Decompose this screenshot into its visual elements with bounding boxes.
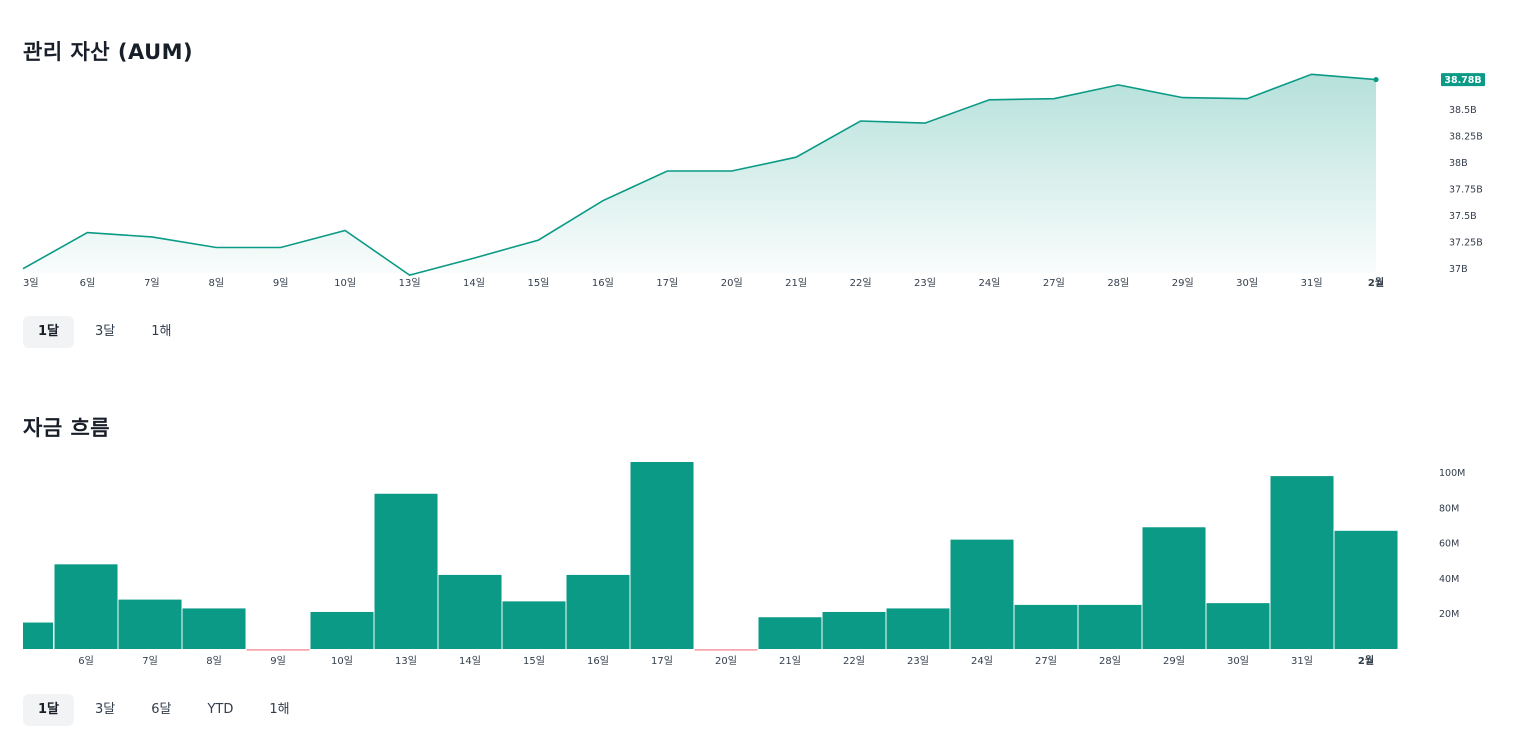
aum-last-value-badge [1441,73,1485,87]
flow-bar [1142,527,1206,649]
flow-x-tick: 14일 [459,655,481,667]
aum-x-tick: 30일 [1236,277,1258,289]
aum-x-tick: 10일 [334,277,356,289]
flow-bar [758,617,822,649]
flow-bar [1014,604,1078,649]
aum-y-tick: 37.75B [1449,185,1483,196]
aum-chart: 3일 6일 7일 8일 9일 10일 13일 14일 15일 16일 17일 20일 21일 22일 23일… [22,73,1485,289]
flow-bar [1078,604,1142,649]
flow-range-selector: 1달 3달 6달 YTD 1해 [23,694,305,726]
flow-y-tick: 80M [1439,503,1459,514]
flow-x-tick: 8일 [206,655,222,667]
flow-title: 자금 흐름 [23,416,111,440]
flow-x-tick: 21일 [779,655,801,667]
flow-y-tick: 60M [1439,539,1459,550]
flow-bar [374,493,438,649]
aum-y-tick: 37.5B [1449,211,1477,222]
aum-y-tick: 37.25B [1449,238,1483,249]
flow-x-tick: 10일 [331,655,353,667]
flow-x-tick: 13일 [395,655,417,667]
flow-x-tick: 28일 [1099,655,1121,667]
flow-x-tick: 16일 [587,655,609,667]
flow-x-tick: 22일 [843,655,865,667]
flow-x-tick: 30일 [1227,655,1249,667]
flow-x-tick: 24일 [971,655,993,667]
flow-bar [438,574,502,649]
flow-bar [310,611,374,649]
aum-x-tick: 21일 [785,277,807,289]
aum-x-tick: 20일 [721,277,743,289]
aum-x-tick: 31일 [1301,277,1323,289]
flow-chart: 6일 7일 8일 9일 10일 13일 14일 15일 16일 17일 20일 21일 22일 23일 24… [23,462,1465,667]
aum-x-tick: 28일 [1107,277,1129,289]
flow-x-tick: 2월 [1358,655,1374,667]
aum-y-tick: 38B [1449,158,1468,169]
aum-x-tick: 7일 [144,277,160,289]
flow-y-tick: 40M [1439,574,1459,585]
aum-x-tick: 17일 [656,277,678,289]
aum-x-tick: 27일 [1043,277,1065,289]
flow-range-button[interactable]: 1달 [23,694,75,726]
flow-x-tick: 23일 [907,655,929,667]
flow-range-button[interactable]: 3달 [80,694,130,726]
flow-x-tick: 31일 [1291,655,1313,667]
aum-x-tick: 14일 [463,277,485,289]
aum-area [23,74,1376,276]
flow-x-tick: 17일 [651,655,673,667]
aum-line [22,73,1377,276]
flow-bar [23,622,53,649]
aum-x-tick: 16일 [592,277,614,289]
flow-y-tick: 100M [1439,468,1465,479]
flow-bar [182,608,246,649]
flow-x-tick: 20일 [715,655,737,667]
flow-x-tick: 9일 [270,655,286,667]
flow-x-tick: 7일 [142,655,158,667]
aum-title: 관리 자산 (AUM) [23,40,194,64]
flow-bar [566,574,630,649]
aum-x-tick: 29일 [1172,277,1194,289]
aum-x-tick: 8일 [209,277,225,289]
aum-x-tick: 15일 [527,277,549,289]
flow-bar [886,608,950,649]
flow-bar [630,462,694,649]
flow-bar [950,539,1014,649]
flow-bar [822,611,886,649]
flow-bar [54,564,118,649]
flow-y-tick: 20M [1439,609,1459,620]
flow-bar [1270,476,1334,649]
flow-bar [118,599,182,649]
flow-bar [694,649,758,651]
flow-x-tick: 6일 [78,655,94,667]
aum-range-selector: 1달 3달 1해 [23,316,186,348]
aum-x-tick: 23일 [914,277,936,289]
aum-x-tick: 2월 [1368,277,1384,289]
aum-last-value-label: 38.78B [1444,75,1481,86]
aum-range-button[interactable]: 3달 [80,316,130,348]
aum-last-point [1373,76,1379,83]
aum-y-tick: 38.5B [1449,105,1477,116]
flow-bar [1206,603,1270,649]
aum-range-button[interactable]: 1달 [23,316,75,348]
flow-bar [502,601,566,649]
aum-x-tick: 22일 [850,277,872,289]
aum-x-tick: 24일 [978,277,1000,289]
flow-x-tick: 15일 [523,655,545,667]
aum-x-tick: 3일 [23,277,39,289]
aum-x-tick: 6일 [80,277,96,289]
flow-x-tick: 27일 [1035,655,1057,667]
flow-range-button[interactable]: YTD [192,694,248,726]
aum-y-tick: 38.25B [1449,131,1483,142]
flow-range-button[interactable]: 6달 [136,694,186,726]
aum-x-tick: 9일 [273,277,289,289]
flow-bar [246,649,310,651]
aum-range-button[interactable]: 1해 [136,316,186,348]
flow-range-button[interactable]: 1해 [254,694,304,726]
aum-y-tick: 37B [1449,264,1468,275]
flow-bar [1334,530,1398,649]
aum-x-tick: 13일 [399,277,421,289]
flow-x-tick: 29일 [1163,655,1185,667]
